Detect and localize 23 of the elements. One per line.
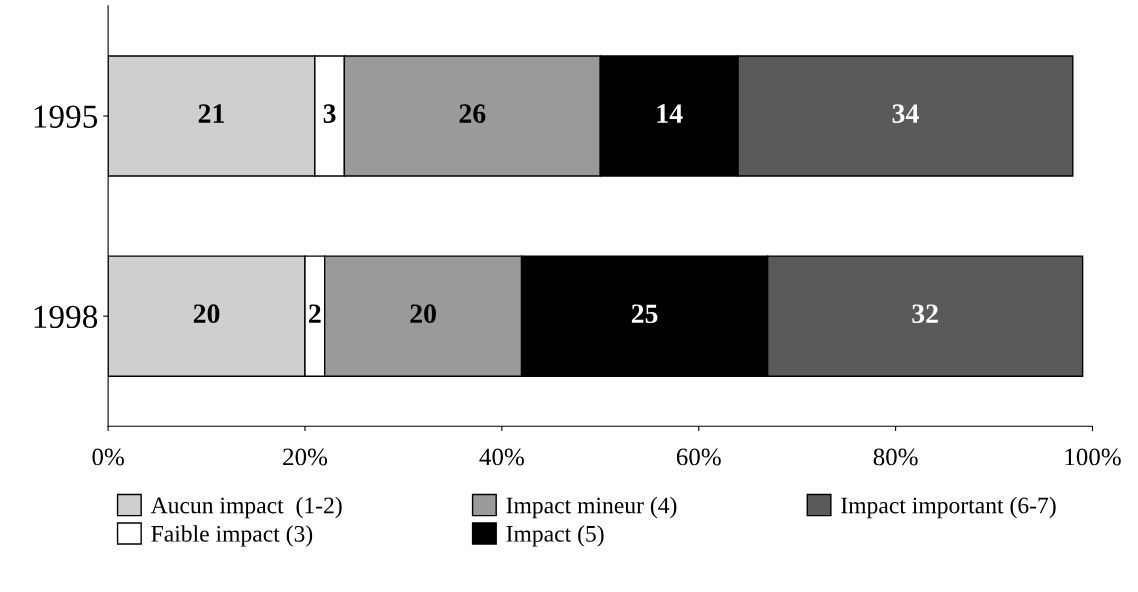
- y-tick-label: 1998: [34, 305, 98, 329]
- data-label: 21: [198, 104, 224, 123]
- legend-label: Impact important (6-7): [841, 496, 1056, 519]
- data-label: 14: [657, 104, 683, 123]
- legend-label: Impact mineur (4): [506, 496, 677, 519]
- x-tick-label: 40%: [479, 448, 524, 466]
- x-tick-label: 20%: [283, 448, 328, 466]
- x-tick-label: 60%: [676, 448, 721, 466]
- data-label: 20: [193, 304, 220, 324]
- legend-label: Aucun impact (1-2): [150, 496, 342, 519]
- x-tick-label: 80%: [873, 448, 918, 466]
- data-label: 34: [892, 104, 919, 123]
- legend-label: Faible impact (3): [151, 525, 313, 547]
- data-label: 20: [410, 304, 436, 324]
- legend-label: Impact (5): [506, 525, 604, 547]
- data-label: 26: [459, 104, 486, 123]
- data-label: 2: [309, 304, 321, 323]
- x-tick-label: 100%: [1065, 448, 1121, 466]
- x-tick-label: 0%: [92, 448, 124, 466]
- data-label: 32: [912, 304, 938, 324]
- data-label: 3: [323, 104, 336, 123]
- y-tick-label: 1995: [34, 105, 98, 128]
- data-label: 25: [631, 304, 658, 324]
